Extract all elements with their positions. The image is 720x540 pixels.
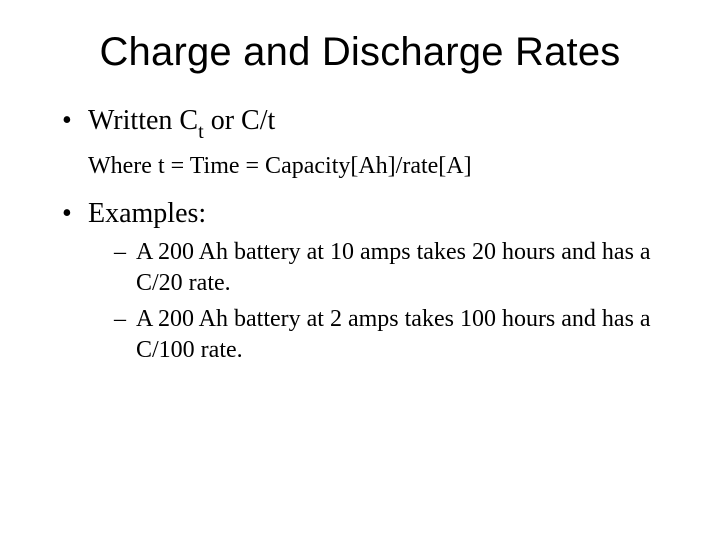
bullet-sub-note: Where t = Time = Capacity[Ah]/rate[A] xyxy=(88,151,680,182)
bullet-text-suffix: or C/t xyxy=(204,105,276,136)
list-item: Written Ct or C/t xyxy=(62,103,680,143)
slide-container: Charge and Discharge Rates Written Ct or… xyxy=(0,0,720,540)
bullet-list-level2: A 200 Ah battery at 10 amps takes 20 hou… xyxy=(114,237,680,366)
list-item: A 200 Ah battery at 10 amps takes 20 hou… xyxy=(114,237,680,298)
slide-title: Charge and Discharge Rates xyxy=(40,30,680,75)
bullet-list-level1: Written Ct or C/t xyxy=(62,103,680,143)
bullet-list-level1: Examples: A 200 Ah battery at 10 amps ta… xyxy=(62,196,680,366)
bullet-text-prefix: Written C xyxy=(88,105,198,136)
list-item: A 200 Ah battery at 2 amps takes 100 hou… xyxy=(114,304,680,365)
bullet-text-subscript: t xyxy=(198,121,204,143)
bullet-text: Examples: xyxy=(88,198,206,229)
list-item: Examples: A 200 Ah battery at 10 amps ta… xyxy=(62,196,680,366)
